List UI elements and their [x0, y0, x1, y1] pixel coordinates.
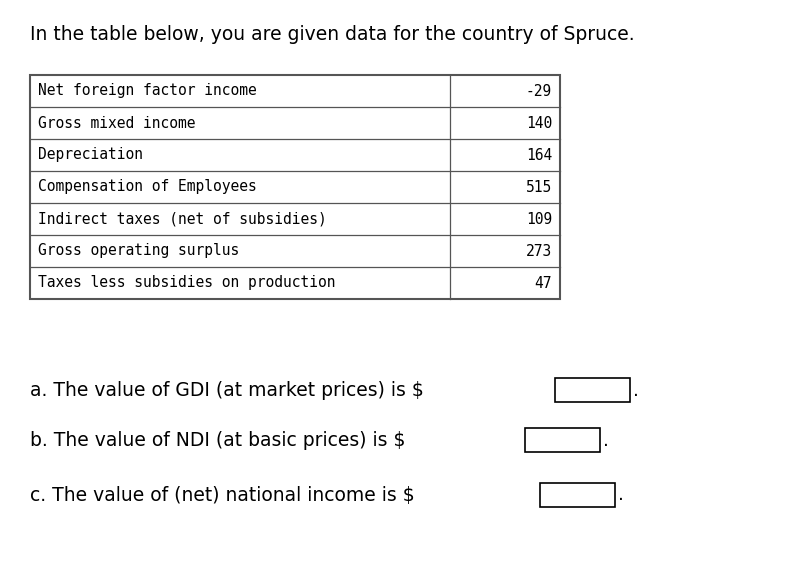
Text: .: .	[603, 430, 609, 450]
Text: Gross operating surplus: Gross operating surplus	[38, 244, 239, 259]
Text: Indirect taxes (net of subsidies): Indirect taxes (net of subsidies)	[38, 212, 327, 227]
Text: -29: -29	[526, 84, 552, 99]
Text: 515: 515	[526, 179, 552, 194]
Text: b. The value of NDI (at basic prices) is $: b. The value of NDI (at basic prices) is…	[30, 430, 406, 450]
Text: 140: 140	[526, 115, 552, 130]
Bar	[525, 428, 600, 452]
Text: a. The value of GDI (at market prices) is $: a. The value of GDI (at market prices) i…	[30, 380, 424, 400]
Bar	[540, 483, 615, 507]
Bar	[30, 75, 560, 299]
Bar	[555, 378, 630, 402]
Text: 109: 109	[526, 212, 552, 227]
Text: c. The value of (net) national income is $: c. The value of (net) national income is…	[30, 485, 414, 505]
Text: Compensation of Employees: Compensation of Employees	[38, 179, 256, 194]
Text: In the table below, you are given data for the country of Spruce.: In the table below, you are given data f…	[30, 26, 634, 45]
Text: 47: 47	[534, 276, 552, 291]
Text: .: .	[633, 380, 639, 400]
Text: Taxes less subsidies on production: Taxes less subsidies on production	[38, 276, 336, 291]
Text: Depreciation: Depreciation	[38, 147, 143, 162]
Text: Net foreign factor income: Net foreign factor income	[38, 84, 256, 99]
Text: 273: 273	[526, 244, 552, 259]
Text: 164: 164	[526, 147, 552, 162]
Text: .: .	[618, 485, 624, 505]
Text: Gross mixed income: Gross mixed income	[38, 115, 195, 130]
